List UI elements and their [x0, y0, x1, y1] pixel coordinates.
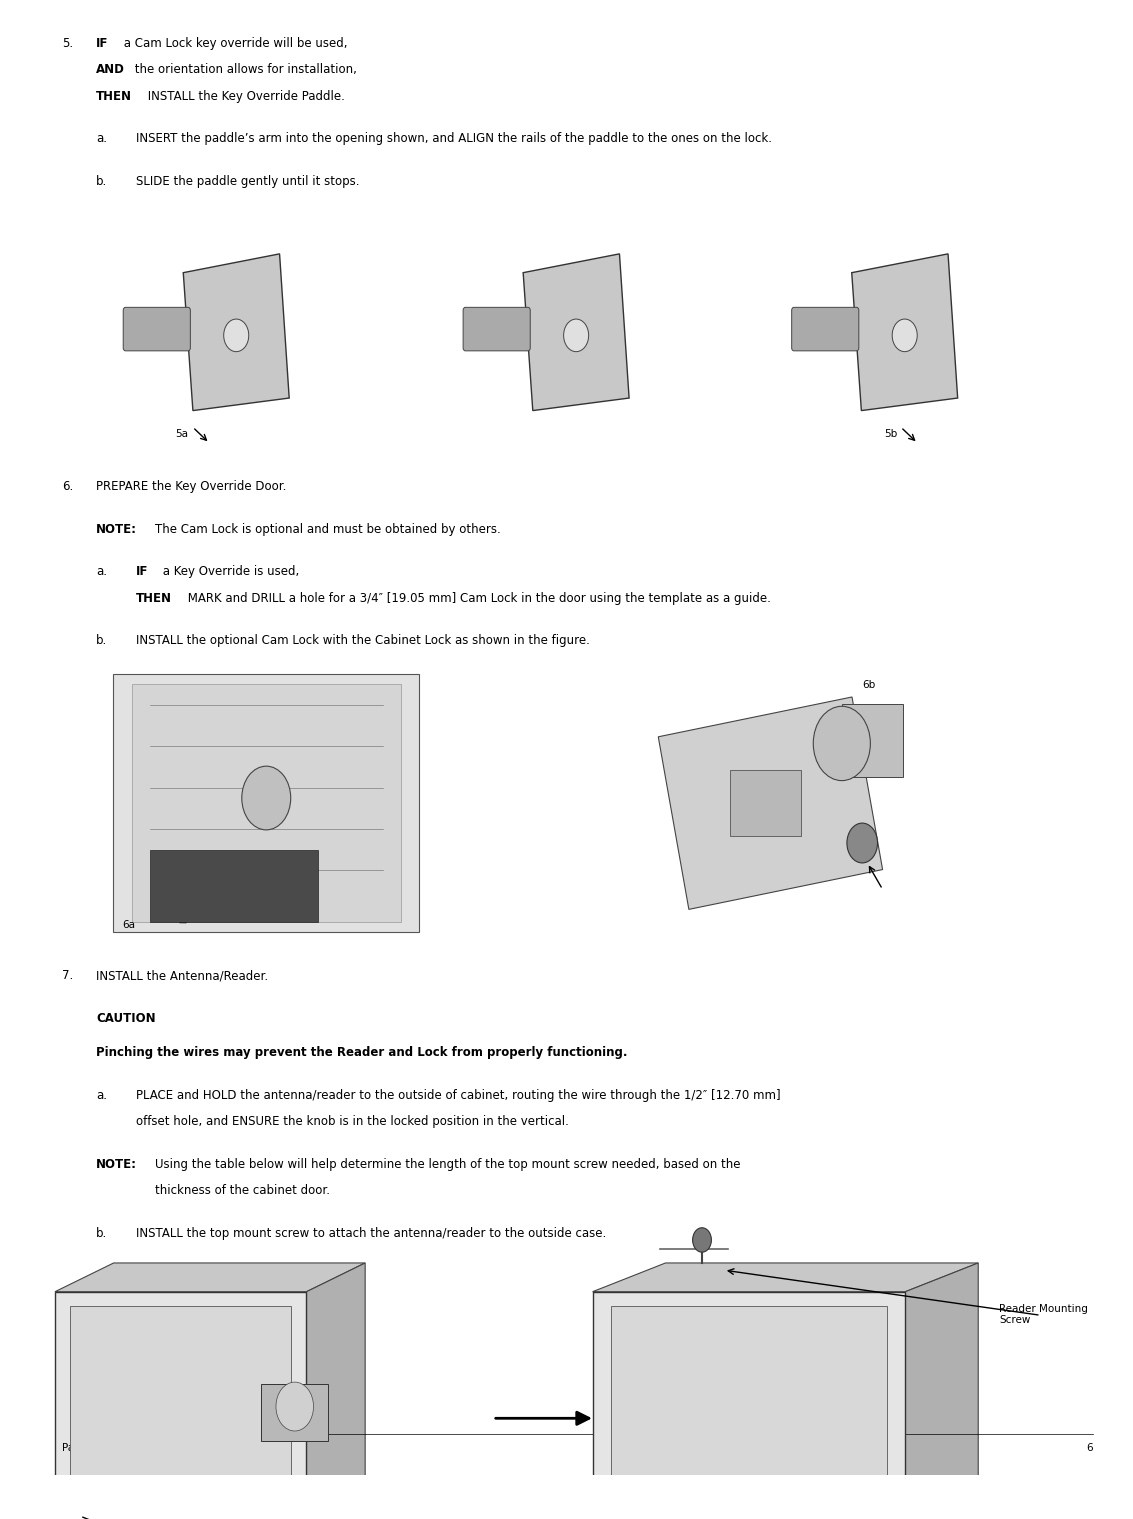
Polygon shape [184, 254, 289, 410]
Text: 6.: 6. [62, 480, 74, 494]
Text: Part Number 3085006.001, Rev. B: Part Number 3085006.001, Rev. B [62, 1443, 239, 1452]
Bar [131, 685, 401, 922]
Bar [262, 1384, 329, 1442]
Bar [70, 1306, 291, 1519]
Text: PLACE and HOLD the antenna/reader to the outside of cabinet, routing the wire th: PLACE and HOLD the antenna/reader to the… [136, 1089, 781, 1101]
Circle shape [241, 766, 291, 829]
Polygon shape [852, 254, 957, 410]
Text: AND: AND [96, 64, 125, 76]
Polygon shape [54, 1262, 365, 1291]
Text: 7.: 7. [62, 969, 74, 983]
Text: Using the table below will help determine the length of the top mount screw need: Using the table below will help determin… [155, 1157, 741, 1171]
Text: SLIDE the paddle gently until it stops.: SLIDE the paddle gently until it stops. [136, 175, 359, 188]
Text: THEN: THEN [96, 90, 133, 103]
Text: 5a: 5a [176, 428, 188, 439]
Text: a.: a. [96, 132, 108, 146]
Text: a Cam Lock key override will be used,: a Cam Lock key override will be used, [120, 36, 348, 50]
Bar [54, 1291, 307, 1519]
Polygon shape [307, 1262, 365, 1519]
Text: The Cam Lock is optional and must be obtained by others.: The Cam Lock is optional and must be obt… [155, 523, 501, 536]
Text: a.: a. [96, 1089, 108, 1101]
Circle shape [223, 319, 249, 352]
Bar [593, 1291, 905, 1519]
Text: a.: a. [96, 565, 108, 579]
Text: 6a: 6a [122, 919, 136, 930]
Polygon shape [658, 697, 883, 910]
Text: MARK and DRILL a hole for a 3/4″ [19.05 mm] Cam Lock in the door using the templ: MARK and DRILL a hole for a 3/4″ [19.05 … [184, 592, 770, 605]
Text: 6b: 6b [862, 681, 876, 690]
Text: INSTALL the optional Cam Lock with the Cabinet Lock as shown in the figure.: INSTALL the optional Cam Lock with the C… [136, 635, 590, 647]
Text: CAUTION: CAUTION [96, 1012, 156, 1025]
Text: INSERT the paddle’s arm into the opening shown, and ALIGN the rails of the paddl: INSERT the paddle’s arm into the opening… [136, 132, 772, 146]
Circle shape [847, 823, 877, 863]
Text: offset hole, and ENSURE the knob is in the locked position in the vertical.: offset hole, and ENSURE the knob is in t… [136, 1115, 569, 1129]
Text: INSTALL the Key Override Paddle.: INSTALL the Key Override Paddle. [144, 90, 344, 103]
Text: IF: IF [136, 565, 148, 579]
Bar [150, 849, 318, 922]
Circle shape [276, 1382, 314, 1431]
Polygon shape [593, 1262, 978, 1291]
Circle shape [692, 1227, 712, 1252]
FancyBboxPatch shape [463, 307, 530, 351]
FancyBboxPatch shape [123, 307, 190, 351]
Text: the orientation allows for installation,: the orientation allows for installation, [131, 64, 357, 76]
Text: NOTE:: NOTE: [96, 523, 137, 536]
Text: THEN: THEN [136, 592, 172, 605]
Circle shape [892, 319, 918, 352]
Circle shape [813, 706, 870, 781]
Polygon shape [523, 254, 629, 410]
Bar [113, 674, 419, 933]
Text: 6: 6 [1087, 1443, 1093, 1452]
FancyBboxPatch shape [792, 307, 859, 351]
Text: Reader Mounting
Screw: Reader Mounting Screw [999, 1303, 1088, 1326]
Bar [730, 770, 801, 837]
Text: Pinching the wires may prevent the Reader and Lock from properly functioning.: Pinching the wires may prevent the Reade… [96, 1047, 628, 1059]
Text: b.: b. [96, 635, 108, 647]
Text: INSTALL the Antenna/Reader.: INSTALL the Antenna/Reader. [96, 969, 269, 983]
Polygon shape [905, 1262, 978, 1519]
Text: NOTE:: NOTE: [96, 1157, 137, 1171]
Text: thickness of the cabinet door.: thickness of the cabinet door. [155, 1185, 330, 1197]
Text: 5.: 5. [62, 36, 74, 50]
Circle shape [563, 319, 589, 352]
Text: PREPARE the Key Override Door.: PREPARE the Key Override Door. [96, 480, 287, 494]
Text: 5b: 5b [884, 428, 897, 439]
Text: a Key Override is used,: a Key Override is used, [159, 565, 299, 579]
Text: b.: b. [96, 175, 108, 188]
Text: INSTALL the top mount screw to attach the antenna/reader to the outside case.: INSTALL the top mount screw to attach th… [136, 1227, 606, 1240]
Bar [612, 1306, 886, 1519]
Bar [842, 703, 903, 776]
Text: IF: IF [96, 36, 109, 50]
Text: b.: b. [96, 1227, 108, 1240]
